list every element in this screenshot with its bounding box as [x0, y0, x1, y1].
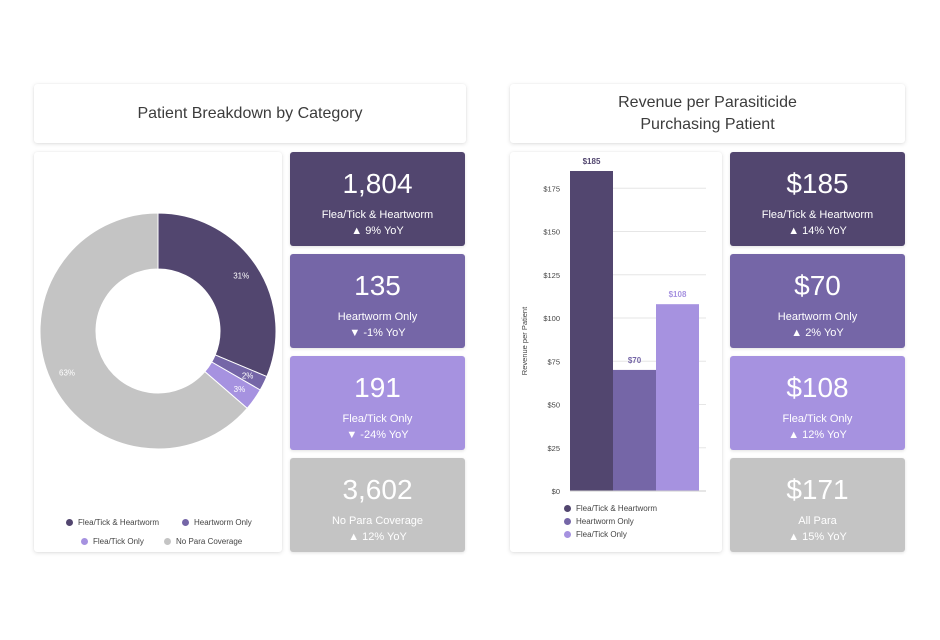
kpi-card-patients-flea-tick-heartworm: 1,804 Flea/Tick & Heartworm ▲ 9% YoY: [290, 152, 465, 246]
kpi-value: $171: [786, 474, 849, 505]
donut-chart-card: 31% 2% 3% 63% Flea/Tick & Heartworm Heartwo…: [34, 152, 282, 552]
kpi-yoy: ▲ 2% YoY: [791, 327, 844, 339]
donut-chart: 31% 2% 3% 63%: [39, 212, 277, 450]
kpi-value: 191: [354, 372, 401, 403]
kpi-yoy: ▲ 15% YoY: [788, 531, 847, 543]
bar-flea-tick-only: [656, 304, 699, 491]
kpi-card-revenue-heartworm-only: $70 Heartworm Only ▲ 2% YoY: [730, 254, 905, 348]
kpi-value: $70: [794, 270, 841, 301]
donut-data-label-no-para-coverage: 63%: [59, 369, 75, 378]
kpi-card-patients-flea-tick-only: 191 Flea/Tick Only ▼ -24% YoY: [290, 356, 465, 450]
kpi-card-patients-heartworm-only: 135 Heartworm Only ▼ -1% YoY: [290, 254, 465, 348]
donut-data-label-heartworm-only: 2%: [242, 371, 254, 380]
legend-dot-icon: [81, 538, 88, 545]
kpi-label: No Para Coverage: [331, 515, 424, 527]
y-axis-label: Revenue per Patient: [520, 306, 529, 375]
y-tick-label: $50: [547, 401, 560, 410]
kpi-value: $108: [786, 372, 849, 403]
donut-slice-no-para-coverage: [39, 212, 248, 450]
y-tick-label: $25: [547, 444, 560, 453]
bar-flea-tick-heartworm: [570, 171, 613, 491]
y-tick-label: $175: [543, 184, 560, 193]
legend-item-heartworm-only: Heartworm Only: [182, 518, 252, 527]
legend-item-heartworm-only: Heartworm Only: [564, 517, 634, 526]
bar-data-label-heartworm-only: $70: [628, 356, 642, 365]
bar-data-label-flea-tick-heartworm: $185: [583, 157, 601, 166]
kpi-yoy: ▲ 14% YoY: [788, 225, 847, 237]
y-tick-label: $0: [552, 487, 560, 496]
kpi-label: Flea/Tick Only: [782, 413, 853, 425]
kpi-card-revenue-flea-tick-heartworm: $185 Flea/Tick & Heartworm ▲ 14% YoY: [730, 152, 905, 246]
kpi-label: All Para: [798, 515, 837, 527]
y-tick-label: $150: [543, 228, 560, 237]
donut-data-label-flea-tick-only: 3%: [234, 385, 246, 394]
legend-dot-icon: [164, 538, 171, 545]
kpi-value: $185: [786, 168, 849, 199]
left-panel-title: Patient Breakdown by Category: [137, 104, 363, 122]
donut-data-label-flea-tick-heartworm: 31%: [233, 272, 249, 281]
bar-data-label-flea-tick-only: $108: [669, 290, 687, 299]
left-title-card: Patient Breakdown by Category: [34, 84, 466, 143]
legend-item-flea-tick-only: Flea/Tick Only: [81, 537, 144, 546]
right-panel-title-line2: Purchasing Patient: [640, 115, 775, 133]
legend-item-no-para-coverage: No Para Coverage: [164, 537, 242, 546]
right-panel-title-line1: Revenue per Parasiticide: [618, 93, 797, 111]
legend-dot-icon: [182, 519, 189, 526]
kpi-card-revenue-all-para: $171 All Para ▲ 15% YoY: [730, 458, 905, 552]
legend-item-flea-tick-heartworm: Flea/Tick & Heartworm: [564, 504, 657, 513]
y-tick-label: $75: [547, 357, 560, 366]
legend-dot-icon: [66, 519, 73, 526]
kpi-label: Flea/Tick & Heartworm: [761, 209, 874, 221]
kpi-card-patients-no-para-coverage: 3,602 No Para Coverage ▲ 12% YoY: [290, 458, 465, 552]
legend-item-flea-tick-only: Flea/Tick Only: [564, 530, 627, 539]
legend-dot-icon: [564, 505, 571, 512]
kpi-label: Heartworm Only: [337, 311, 418, 323]
y-tick-label: $125: [543, 271, 560, 280]
donut-legend: Flea/Tick & Heartworm Heartworm Only Fle…: [34, 152, 282, 552]
kpi-value: 3,602: [342, 474, 413, 505]
donut-slice-flea-tick-heartworm: [157, 212, 277, 378]
legend-dot-icon: [564, 531, 571, 538]
kpi-value: 1,804: [342, 168, 413, 199]
kpi-yoy: ▲ 12% YoY: [788, 429, 847, 441]
kpi-yoy: ▲ 12% YoY: [348, 531, 407, 543]
kpi-label: Heartworm Only: [777, 311, 858, 323]
kpi-yoy: ▼ -24% YoY: [346, 429, 409, 441]
right-title-card: Revenue per Parasiticide Purchasing Pati…: [510, 84, 905, 143]
bar-chart-card: $0 $25 $50 $75 $100 $125 $150 $175 Revenue per P…: [510, 152, 722, 552]
bar-heartworm-only: [613, 369, 656, 491]
kpi-label: Flea/Tick & Heartworm: [321, 209, 434, 221]
kpi-yoy: ▲ 9% YoY: [351, 225, 404, 237]
legend-dot-icon: [564, 518, 571, 525]
bar-legend: Flea/Tick & Heartworm Heartworm Only Fle…: [510, 152, 722, 552]
kpi-value: 135: [354, 270, 401, 301]
kpi-card-revenue-flea-tick-only: $108 Flea/Tick Only ▲ 12% YoY: [730, 356, 905, 450]
legend-item-flea-tick-heartworm: Flea/Tick & Heartworm: [66, 518, 159, 527]
bar-chart: $0 $25 $50 $75 $100 $125 $150 $175 Revenue per P…: [520, 157, 706, 496]
kpi-label: Flea/Tick Only: [342, 413, 413, 425]
y-tick-label: $100: [543, 314, 560, 323]
kpi-yoy: ▼ -1% YoY: [349, 327, 406, 339]
